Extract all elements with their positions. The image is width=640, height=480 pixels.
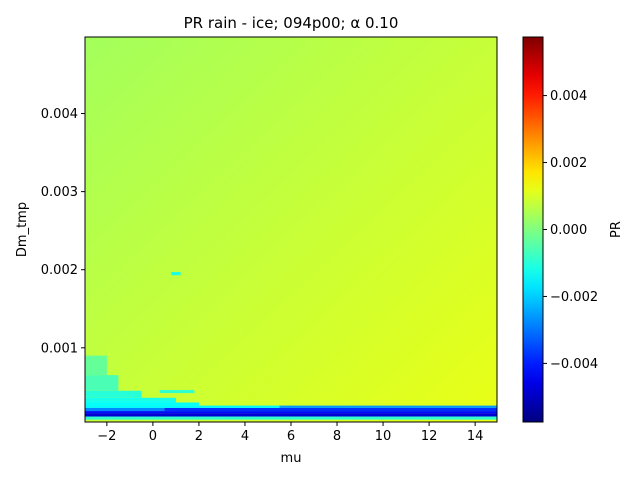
heatmap-cell-3 [85, 407, 165, 412]
heatmap-cell-10 [159, 389, 195, 394]
heatmap-background [85, 37, 497, 422]
heatmap-cell-11 [85, 375, 119, 391]
x-tick-label: 8 [333, 429, 341, 444]
colorbar-tick-label: 0.004 [550, 89, 587, 104]
chart-title: PR rain - ice; 094p00; α 0.10 [184, 14, 399, 32]
colorbar-tick-label: 0.002 [550, 156, 587, 171]
heatmap-cell-5 [85, 405, 280, 408]
heatmap-cell-4 [279, 405, 497, 408]
y-tick-label: 0.002 [41, 263, 78, 278]
heatmap-cell-9 [85, 390, 142, 398]
y-tick-label: 0.003 [41, 185, 78, 200]
heatmap-cell-6 [85, 416, 497, 420]
heatmap-cell-1 [85, 411, 497, 414]
heatmap-cell-7 [85, 402, 199, 406]
x-tick-label: 2 [195, 429, 203, 444]
heatmap-cell-12 [85, 355, 107, 376]
colorbar [522, 36, 544, 423]
x-tick-label: 0 [149, 429, 157, 444]
heatmap-cell-0 [85, 413, 497, 417]
x-tick-label: 6 [287, 429, 295, 444]
heatmap-cell-13 [171, 272, 181, 276]
heatmap-cell-2 [164, 407, 497, 412]
x-tick-label: 10 [375, 429, 392, 444]
heatmap-cell-8 [85, 397, 176, 403]
x-axis-label: mu [281, 451, 302, 466]
colorbar-tick-label: 0.000 [550, 223, 587, 238]
colorbar-tick-label: −0.004 [550, 357, 598, 372]
x-tick-label: −2 [97, 429, 116, 444]
x-tick-label: 14 [467, 429, 484, 444]
y-axis-label: Dm_tmp [15, 202, 30, 257]
y-tick-label: 0.001 [41, 341, 78, 356]
y-tick-label: 0.004 [41, 107, 78, 122]
x-tick-label: 4 [241, 429, 249, 444]
colorbar-label: PR [609, 221, 624, 238]
colorbar-tick-label: −0.002 [550, 290, 598, 305]
x-tick-label: 12 [421, 429, 438, 444]
